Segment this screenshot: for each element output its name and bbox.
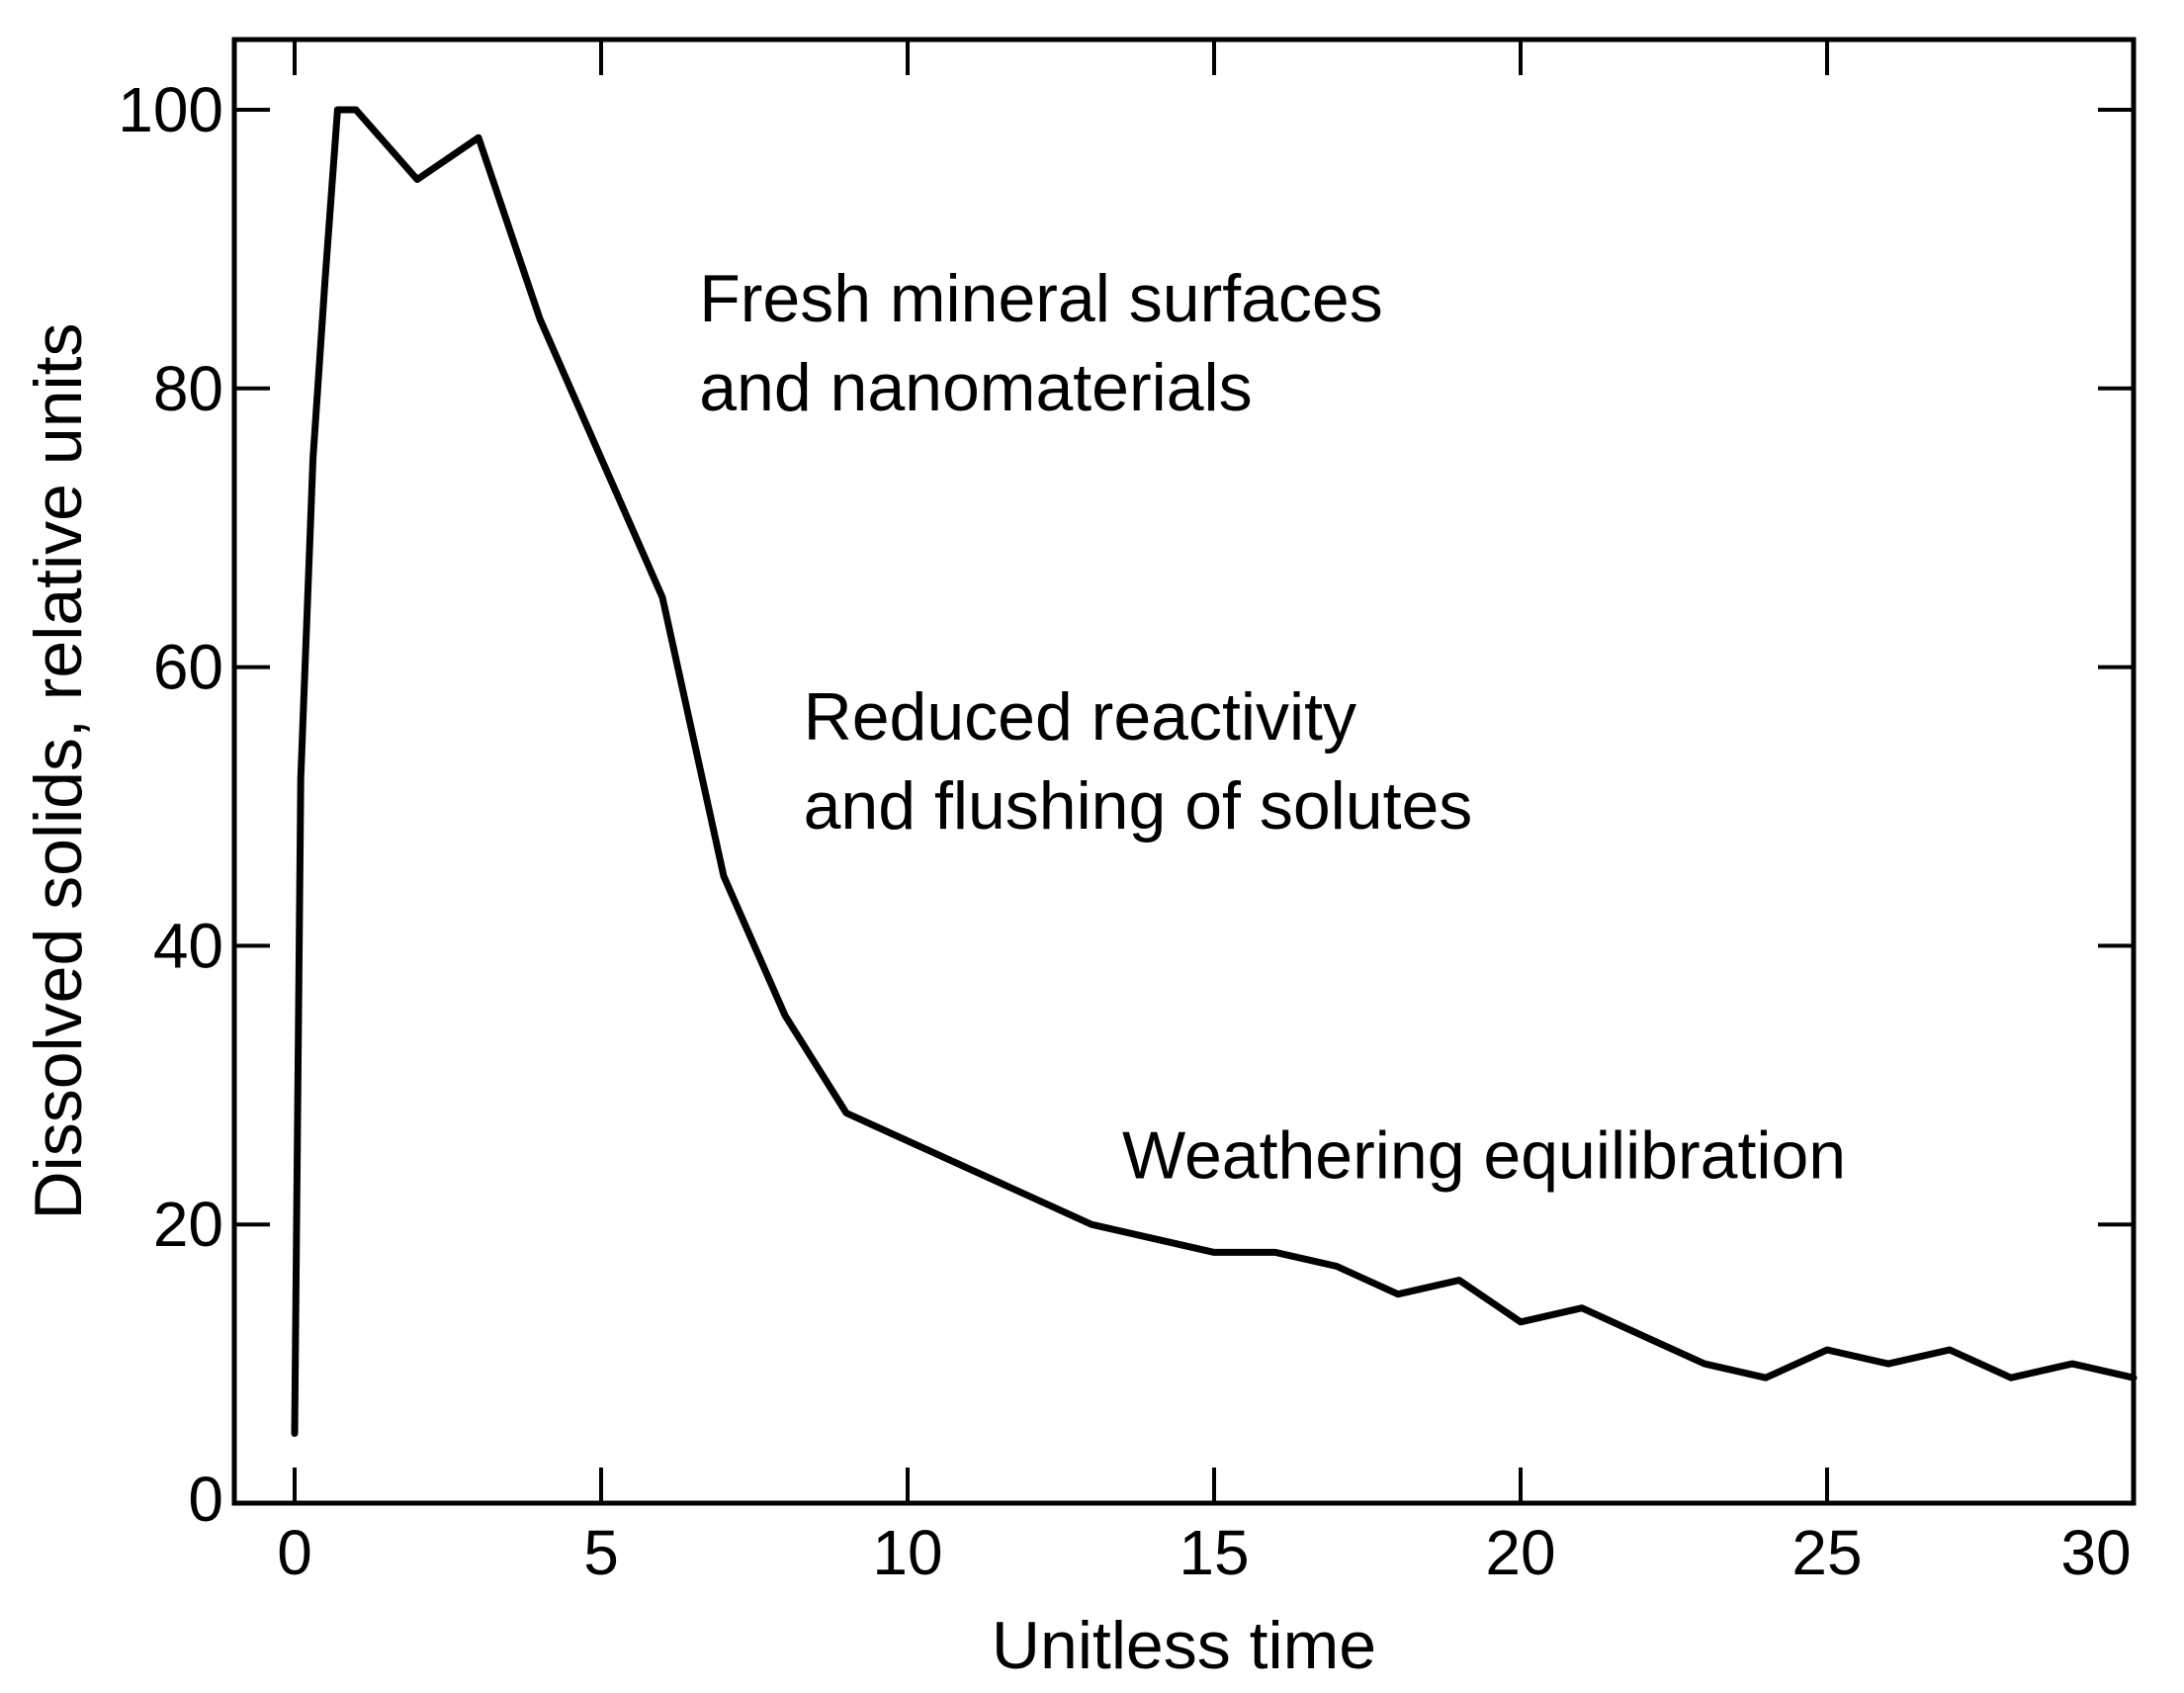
x-tick-label: 25 <box>1791 1517 1862 1588</box>
x-tick-label: 20 <box>1485 1517 1555 1588</box>
x-tick-label: 15 <box>1179 1517 1249 1588</box>
annotation-line: Reduced reactivity <box>804 679 1356 755</box>
annotation-line: Weathering equilibration <box>1122 1118 1846 1194</box>
annotations: Fresh mineral surfaces and nanomaterials R… <box>699 261 1846 1194</box>
annotation-line: and nanomaterials <box>699 350 1252 425</box>
x-axis-title: Unitless time <box>992 1608 1376 1683</box>
annotation: Fresh mineral surfaces and nanomaterials <box>699 261 1383 425</box>
series-line <box>291 106 2138 1437</box>
y-tick-label: 100 <box>118 74 223 145</box>
tick-labels: 0 5 10 15 20 25 30 0 20 40 60 80 100 <box>118 74 2131 1588</box>
x-tick-label: 10 <box>872 1517 942 1588</box>
y-tick-label: 60 <box>153 632 223 703</box>
y-tick-label: 40 <box>153 910 223 981</box>
x-tick-label: 5 <box>583 1517 619 1588</box>
y-tick-label: 0 <box>188 1464 223 1535</box>
plot-frame <box>231 37 2137 1506</box>
annotation-line: and flushing of solutes <box>804 768 1473 844</box>
axis-ticks <box>234 40 2134 1503</box>
y-tick-label: 20 <box>153 1189 223 1260</box>
annotation: Weathering equilibration <box>1122 1118 1846 1194</box>
y-axis-title: Dissolved solids, relative units <box>21 322 96 1219</box>
annotation: Reduced reactivity and flushing of solute… <box>804 679 1473 844</box>
y-tick-label: 80 <box>153 353 223 424</box>
annotation-line: Fresh mineral surfaces <box>699 261 1383 336</box>
x-tick-label: 30 <box>2060 1517 2131 1588</box>
x-tick-label: 0 <box>277 1517 312 1588</box>
